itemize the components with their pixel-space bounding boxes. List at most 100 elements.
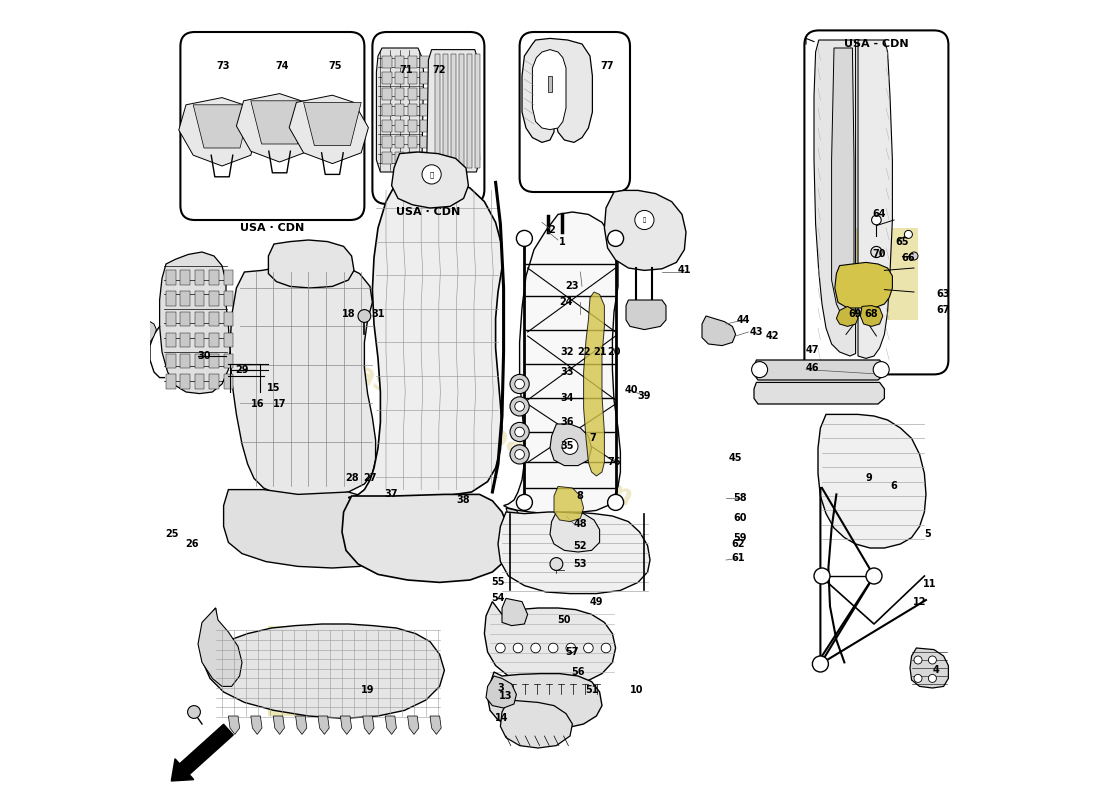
Text: 11: 11 xyxy=(923,579,937,589)
Polygon shape xyxy=(209,291,219,306)
Text: 32: 32 xyxy=(561,347,574,357)
Polygon shape xyxy=(230,262,375,498)
Circle shape xyxy=(814,568,830,584)
Text: 52: 52 xyxy=(574,541,587,550)
Polygon shape xyxy=(459,54,463,168)
Polygon shape xyxy=(199,608,444,718)
Polygon shape xyxy=(832,48,854,316)
Text: 68: 68 xyxy=(865,309,879,318)
Polygon shape xyxy=(427,50,480,172)
Polygon shape xyxy=(818,414,926,548)
Text: 43: 43 xyxy=(750,327,763,337)
Text: 65: 65 xyxy=(895,237,909,246)
Polygon shape xyxy=(166,312,176,326)
Text: 62: 62 xyxy=(732,539,745,549)
Polygon shape xyxy=(349,176,502,498)
Polygon shape xyxy=(195,312,205,326)
Polygon shape xyxy=(209,312,219,326)
Polygon shape xyxy=(251,101,308,144)
Polygon shape xyxy=(180,312,190,326)
Text: 21: 21 xyxy=(593,347,606,357)
Polygon shape xyxy=(420,120,430,132)
Polygon shape xyxy=(522,38,593,142)
Polygon shape xyxy=(434,54,440,168)
Text: 4: 4 xyxy=(932,666,939,675)
Circle shape xyxy=(871,246,882,258)
Circle shape xyxy=(514,643,522,653)
Circle shape xyxy=(607,230,624,246)
Polygon shape xyxy=(835,228,918,320)
Text: 58: 58 xyxy=(734,493,747,502)
Polygon shape xyxy=(179,98,258,166)
Text: 10: 10 xyxy=(629,685,644,694)
Text: 23: 23 xyxy=(565,282,580,291)
Text: 🐎: 🐎 xyxy=(642,218,646,222)
Text: 🐎: 🐎 xyxy=(429,171,433,178)
Polygon shape xyxy=(395,120,405,132)
Polygon shape xyxy=(420,72,430,84)
FancyBboxPatch shape xyxy=(180,32,364,220)
Text: 77: 77 xyxy=(601,61,614,70)
Text: 7: 7 xyxy=(588,434,596,443)
Polygon shape xyxy=(268,626,338,716)
Text: 17: 17 xyxy=(273,399,286,409)
Circle shape xyxy=(516,230,532,246)
Text: 73: 73 xyxy=(217,61,230,70)
Text: 63: 63 xyxy=(937,290,950,299)
Text: 53: 53 xyxy=(574,559,587,569)
Polygon shape xyxy=(395,88,405,100)
Polygon shape xyxy=(195,270,205,285)
Polygon shape xyxy=(223,291,233,306)
Polygon shape xyxy=(835,262,892,308)
Polygon shape xyxy=(430,716,441,734)
Polygon shape xyxy=(420,88,430,100)
Polygon shape xyxy=(486,676,516,708)
Polygon shape xyxy=(408,152,417,164)
Polygon shape xyxy=(209,354,219,368)
Polygon shape xyxy=(223,312,233,326)
Polygon shape xyxy=(408,56,417,68)
Polygon shape xyxy=(236,94,316,162)
Polygon shape xyxy=(408,72,417,84)
Circle shape xyxy=(566,643,575,653)
Text: 47: 47 xyxy=(805,346,820,355)
Circle shape xyxy=(510,374,529,394)
Polygon shape xyxy=(195,354,205,368)
Polygon shape xyxy=(408,716,419,734)
Polygon shape xyxy=(382,152,392,164)
Polygon shape xyxy=(487,672,602,730)
Polygon shape xyxy=(395,72,405,84)
Polygon shape xyxy=(376,48,424,172)
Text: 24: 24 xyxy=(559,298,573,307)
Circle shape xyxy=(510,397,529,416)
Text: 41: 41 xyxy=(678,266,691,275)
Polygon shape xyxy=(408,88,417,100)
Circle shape xyxy=(904,230,912,238)
Circle shape xyxy=(928,656,936,664)
Polygon shape xyxy=(502,598,528,626)
Polygon shape xyxy=(195,374,205,389)
Polygon shape xyxy=(554,486,584,522)
Text: 22: 22 xyxy=(576,347,591,357)
Text: 67: 67 xyxy=(937,306,950,315)
Circle shape xyxy=(602,643,610,653)
FancyBboxPatch shape xyxy=(519,32,630,192)
Polygon shape xyxy=(382,72,392,84)
Polygon shape xyxy=(550,512,600,552)
Polygon shape xyxy=(382,120,392,132)
Text: 71: 71 xyxy=(399,66,412,75)
Circle shape xyxy=(813,656,828,672)
Text: 16: 16 xyxy=(251,399,265,409)
Polygon shape xyxy=(209,374,219,389)
Text: 60: 60 xyxy=(734,514,747,523)
Polygon shape xyxy=(702,316,736,346)
Text: 15: 15 xyxy=(267,383,280,393)
Text: USA · CDN: USA · CDN xyxy=(240,223,305,233)
Polygon shape xyxy=(160,252,230,394)
Text: 57: 57 xyxy=(565,647,580,657)
Circle shape xyxy=(549,643,558,653)
Polygon shape xyxy=(166,333,176,347)
Polygon shape xyxy=(223,333,233,347)
Text: 28: 28 xyxy=(344,474,359,483)
Polygon shape xyxy=(395,152,405,164)
